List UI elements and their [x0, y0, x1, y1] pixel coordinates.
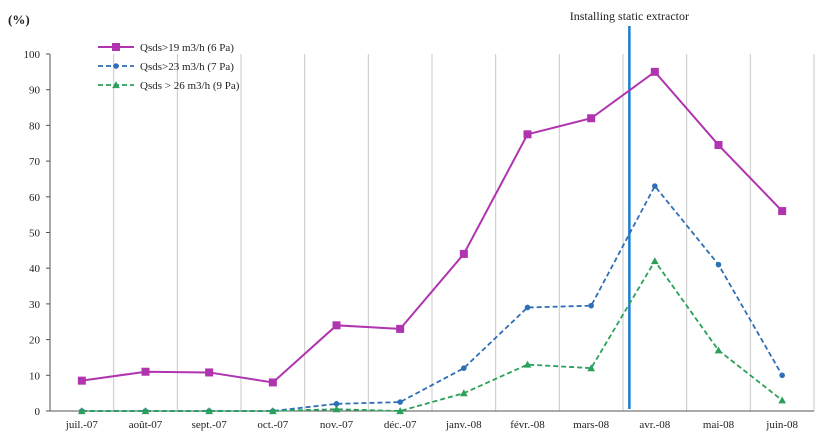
- x-tick-label: nov.-07: [320, 419, 354, 431]
- x-tick-label: avr.-08: [639, 419, 670, 431]
- data-point: [142, 368, 150, 376]
- x-tick-labels: juil.-07 août-07 sept.-07 oct.-07 nov.-07 déc…: [65, 419, 799, 431]
- x-tick-label: sept.-07: [192, 419, 228, 431]
- legend: Qsds>19 m3/h (6 Pa) Qsds>23 m3/h (7 Pa) Qs…: [98, 42, 240, 92]
- x-tick-label: août-07: [129, 419, 163, 431]
- y-tick-label: 30: [29, 299, 41, 311]
- data-point: [651, 257, 659, 264]
- legend-label: Qsds > 26 m3/h (9 Pa): [140, 80, 240, 92]
- y-tick-label: 100: [24, 49, 41, 61]
- data-point: [778, 207, 786, 215]
- x-tick-label: juil.-07: [65, 419, 99, 431]
- y-tick-label: 0: [35, 406, 41, 418]
- x-tick-label: févr.-08: [510, 419, 545, 431]
- data-point: [587, 114, 595, 122]
- legend-swatch-marker: [112, 43, 120, 51]
- y-axis-label: (%): [8, 12, 30, 27]
- axes: [46, 54, 814, 411]
- x-tick-label: mars-08: [573, 419, 610, 431]
- legend-label: Qsds>19 m3/h (6 Pa): [140, 42, 234, 54]
- data-point: [779, 373, 785, 379]
- y-tick-label: 80: [29, 120, 41, 132]
- legend-entry: Qsds>23 m3/h (7 Pa): [98, 61, 234, 73]
- x-tick-label: déc.-07: [384, 419, 417, 431]
- y-tick-label: 20: [29, 335, 41, 347]
- data-point: [461, 365, 467, 371]
- data-point: [652, 183, 658, 189]
- data-point: [716, 262, 722, 268]
- annotation-label: Installing static extractor: [570, 9, 689, 23]
- y-tick-label: 10: [29, 370, 41, 382]
- y-tick-label: 70: [29, 156, 41, 168]
- legend-entry: Qsds>19 m3/h (6 Pa): [98, 42, 234, 54]
- data-point: [78, 377, 86, 385]
- y-tick-label: 40: [29, 263, 41, 275]
- x-tick-label: janv.-08: [445, 419, 482, 431]
- data-point: [269, 378, 277, 386]
- legend-entry: Qsds > 26 m3/h (9 Pa): [98, 80, 240, 92]
- y-tick-label: 60: [29, 192, 41, 204]
- x-tick-label: juin-08: [765, 419, 798, 431]
- data-point: [778, 396, 786, 403]
- data-point: [396, 325, 404, 333]
- legend-label: Qsds>23 m3/h (7 Pa): [140, 61, 234, 73]
- data-point: [715, 141, 723, 149]
- legend-swatch-marker: [113, 63, 119, 69]
- data-point: [460, 250, 468, 258]
- data-point: [205, 368, 213, 376]
- data-point: [525, 305, 531, 311]
- annotation-layer: Installing static extractor: [570, 9, 689, 409]
- y-tick-label: 50: [29, 228, 41, 240]
- data-point: [397, 399, 403, 405]
- x-tick-label: oct.-07: [257, 419, 288, 431]
- data-point: [651, 68, 659, 76]
- data-point: [588, 303, 594, 309]
- x-tick-label: mai-08: [703, 419, 735, 431]
- y-tick-labels: 0 10 20 30 40 50 60 70 80 90 100: [24, 49, 41, 418]
- grid-lines: [50, 54, 814, 411]
- y-tick-label: 90: [29, 85, 41, 97]
- data-point: [524, 130, 532, 138]
- data-point: [333, 321, 341, 329]
